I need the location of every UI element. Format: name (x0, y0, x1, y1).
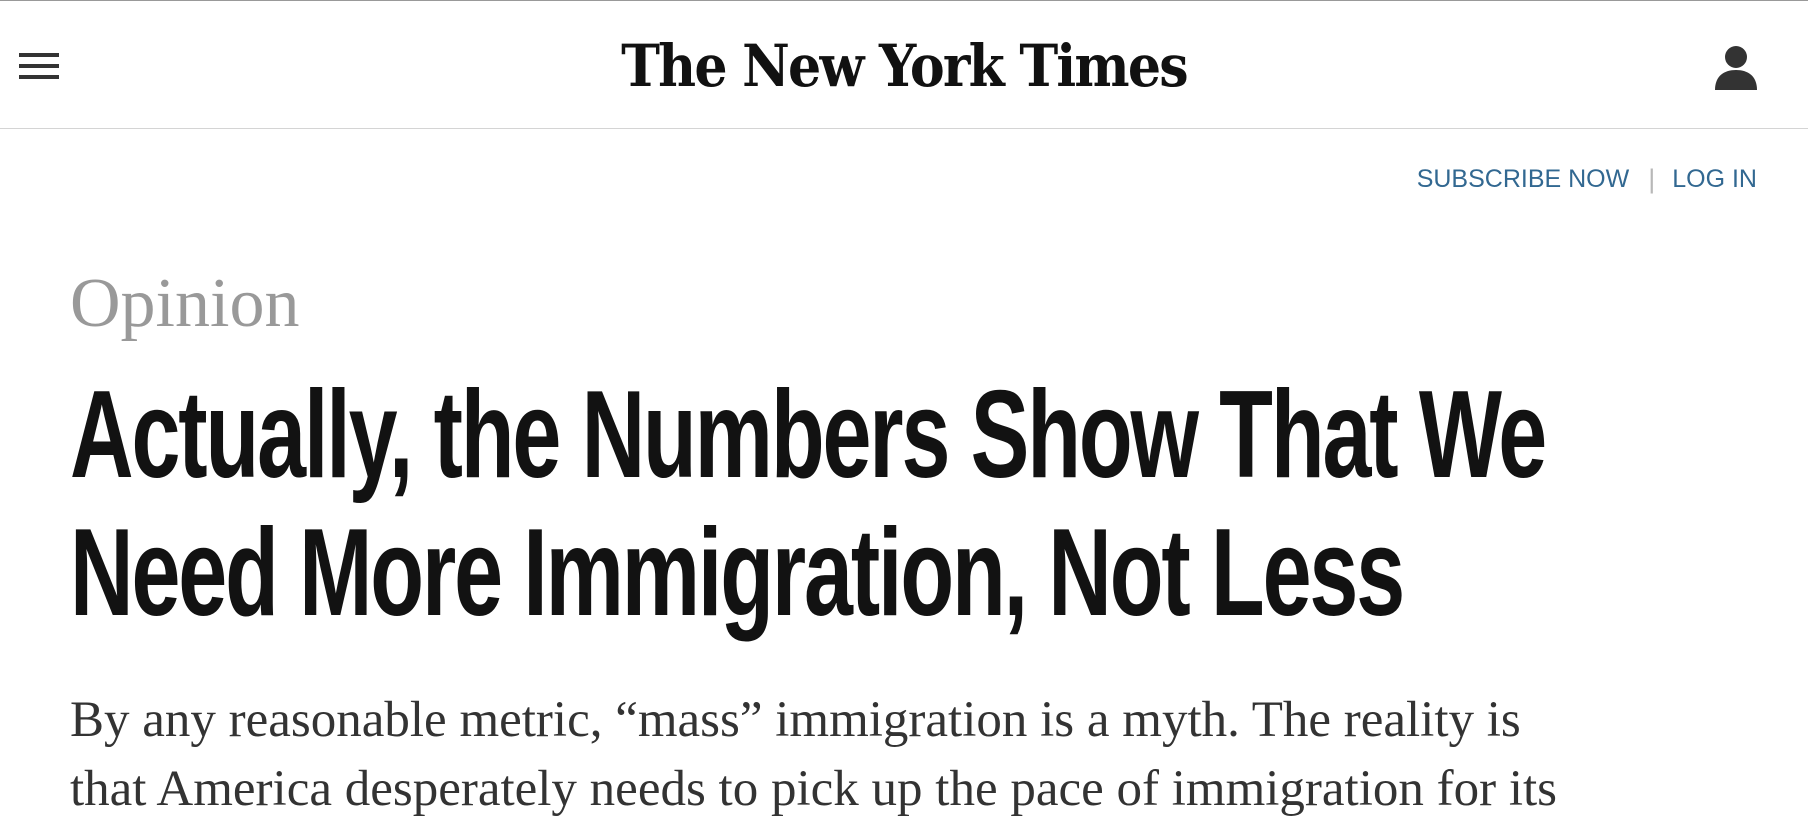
log-in-link[interactable]: LOG IN (1672, 164, 1757, 193)
summary-line: By any reasonable metric, “mass” immigra… (70, 692, 1521, 748)
subscribe-now-link[interactable]: SUBSCRIBE NOW (1416, 164, 1630, 193)
article-headline: Actually, the Numbers Show That We Need … (70, 366, 1547, 642)
account-button[interactable] (1712, 41, 1760, 93)
hamburger-menu-icon (19, 53, 59, 79)
section-label-opinion[interactable]: Opinion (70, 265, 300, 342)
masthead: The New York Times (0, 1, 1808, 129)
article-summary: By any reasonable metric, “mass” immigra… (70, 686, 1770, 824)
top-border (0, 0, 1808, 1)
auth-links: SUBSCRIBE NOW | LOG IN (1417, 163, 1757, 195)
site-logo[interactable]: The New York Times (621, 32, 1189, 100)
headline-line: Actually, the Numbers Show That We (70, 366, 1547, 504)
auth-separator: | (1648, 163, 1656, 194)
headline-line: Need More Immigration, Not Less (70, 504, 1405, 642)
user-account-icon (1715, 46, 1757, 90)
summary-line: that America desperately needs to pick u… (70, 761, 1558, 817)
menu-button[interactable] (14, 43, 68, 89)
